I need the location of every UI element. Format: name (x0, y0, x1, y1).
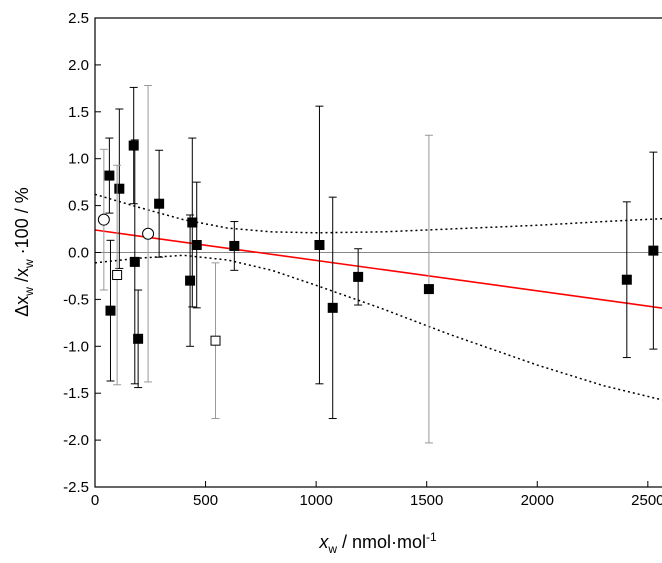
y-tick-label: 1.0 (68, 151, 89, 168)
point (191, 239, 202, 250)
point (210, 335, 221, 346)
point (142, 227, 155, 240)
fit-line (95, 229, 662, 309)
point (187, 217, 198, 228)
point (114, 183, 125, 194)
point (154, 198, 165, 209)
x-tick-label: 1000 (299, 492, 332, 509)
y-tick-label: -2.0 (63, 432, 89, 449)
confidence-band (95, 193, 662, 234)
y-tick-label: 1.5 (68, 104, 89, 121)
point (128, 140, 139, 151)
x-axis-label: xw / nmol·mol-1 (318, 530, 437, 556)
point (97, 213, 110, 226)
point (129, 256, 140, 267)
plot (95, 85, 662, 444)
point (327, 302, 338, 313)
y-axis-label: Δxw /xw ·100 / % (12, 187, 36, 316)
y-tick-label: -1.0 (63, 338, 89, 355)
point (185, 275, 196, 286)
point (423, 284, 434, 295)
x-tick-label: 2500 (631, 492, 662, 509)
x-tick-label: 500 (193, 492, 218, 509)
point (105, 305, 116, 316)
point (104, 170, 115, 181)
point (648, 245, 659, 256)
x-tick-label: 0 (91, 492, 99, 509)
point (229, 240, 240, 251)
y-tick-label: 2.5 (68, 10, 89, 27)
y-tick-label: 0.5 (68, 198, 89, 215)
point (133, 333, 144, 344)
point (621, 274, 632, 285)
confidence-band (95, 254, 662, 401)
y-tick-label: -2.5 (63, 479, 89, 496)
y-tick-label: -1.5 (63, 385, 89, 402)
point (314, 239, 325, 250)
point (353, 271, 364, 282)
y-tick-label: -0.5 (63, 291, 89, 308)
x-tick-label: 1500 (410, 492, 443, 509)
x-tick-label: 2000 (521, 492, 554, 509)
point (112, 270, 123, 281)
y-tick-label: 0.0 (68, 245, 89, 262)
y-tick-label: 2.0 (68, 57, 89, 74)
